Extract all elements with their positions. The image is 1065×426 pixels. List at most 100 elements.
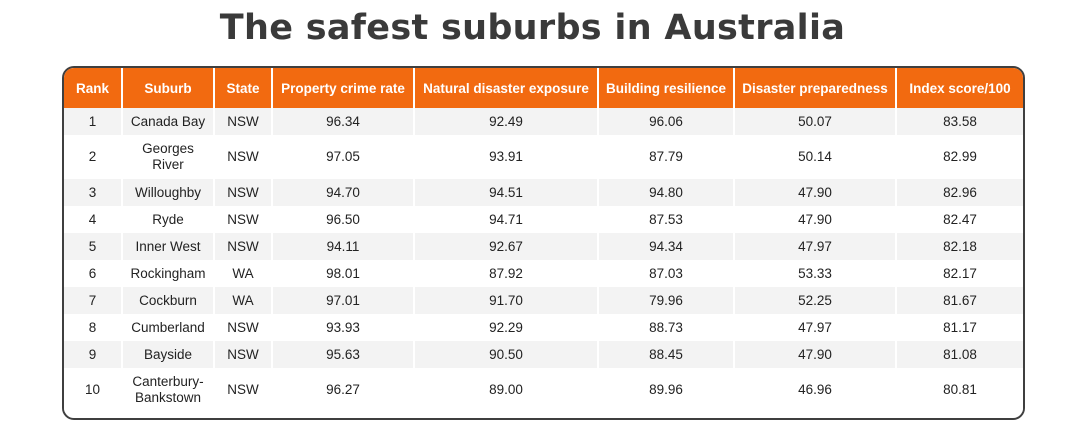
cell-property-crime-rate: 97.01	[271, 287, 414, 314]
cell-disaster-preparedness: 47.97	[733, 314, 896, 341]
cell-rank: 2	[64, 135, 122, 179]
cell-index-score: 81.08	[895, 341, 1023, 368]
cell-rank: 4	[64, 206, 122, 233]
cell-index-score: 81.17	[895, 314, 1023, 341]
table-row: 6 Rockingham WA 98.01 87.92 87.03 53.33 82.17	[64, 260, 1023, 287]
cell-suburb: Inner West	[121, 233, 214, 260]
cell-disaster-preparedness: 50.07	[733, 108, 896, 135]
cell-disaster-preparedness: 47.90	[733, 179, 896, 206]
cell-natural-disaster-exposure: 91.70	[413, 287, 598, 314]
column-header-natural-disaster-exposure: Natural disaster exposure	[413, 68, 598, 108]
cell-rank: 3	[64, 179, 122, 206]
cell-property-crime-rate: 95.63	[271, 341, 414, 368]
cell-state: NSW	[213, 368, 272, 412]
cell-rank: 9	[64, 341, 122, 368]
cell-rank: 5	[64, 233, 122, 260]
cell-property-crime-rate: 94.11	[271, 233, 414, 260]
cell-property-crime-rate: 96.27	[271, 368, 414, 412]
cell-building-resilience: 87.03	[597, 260, 734, 287]
cell-property-crime-rate: 93.93	[271, 314, 414, 341]
column-header-property-crime-rate: Property crime rate	[271, 68, 414, 108]
cell-building-resilience: 94.80	[597, 179, 734, 206]
table-card: Rank Suburb State Property crime rate Natura…	[62, 66, 1025, 420]
cell-natural-disaster-exposure: 92.49	[413, 108, 598, 135]
cell-disaster-preparedness: 52.25	[733, 287, 896, 314]
cell-suburb: Canada Bay	[121, 108, 214, 135]
cell-rank: 6	[64, 260, 122, 287]
cell-building-resilience: 79.96	[597, 287, 734, 314]
table-row: 8 Cumberland NSW 93.93 92.29 88.73 47.97 81.17	[64, 314, 1023, 341]
cell-building-resilience: 89.96	[597, 368, 734, 412]
cell-building-resilience: 88.73	[597, 314, 734, 341]
cell-property-crime-rate: 97.05	[271, 135, 414, 179]
cell-disaster-preparedness: 47.90	[733, 206, 896, 233]
cell-suburb: Ryde	[121, 206, 214, 233]
page-title: The safest suburbs in Australia	[219, 8, 846, 48]
table-header-row: Rank Suburb State Property crime rate Natura…	[64, 68, 1023, 108]
cell-natural-disaster-exposure: 92.67	[413, 233, 598, 260]
cell-state: NSW	[213, 206, 272, 233]
cell-disaster-preparedness: 47.97	[733, 233, 896, 260]
cell-state: WA	[213, 287, 272, 314]
cell-natural-disaster-exposure: 92.29	[413, 314, 598, 341]
table-row: 7 Cockburn WA 97.01 91.70 79.96 52.25 81.67	[64, 287, 1023, 314]
cell-index-score: 80.81	[895, 368, 1023, 412]
table-row: 1 Canada Bay NSW 96.34 92.49 96.06 50.07 83.58	[64, 108, 1023, 135]
cell-rank: 10	[64, 368, 122, 412]
cell-state: NSW	[213, 314, 272, 341]
cell-suburb: Canterbury-Bankstown	[121, 368, 214, 412]
column-header-state: State	[213, 68, 272, 108]
cell-property-crime-rate: 94.70	[271, 179, 414, 206]
cell-suburb: Cumberland	[121, 314, 214, 341]
cell-suburb: Willoughby	[121, 179, 214, 206]
cell-index-score: 82.96	[895, 179, 1023, 206]
cell-state: NSW	[213, 341, 272, 368]
column-header-index-score: Index score/100	[895, 68, 1023, 108]
cell-property-crime-rate: 96.50	[271, 206, 414, 233]
table-row: 3 Willoughby NSW 94.70 94.51 94.80 47.90 82.96	[64, 179, 1023, 206]
cell-index-score: 82.99	[895, 135, 1023, 179]
cell-state: NSW	[213, 108, 272, 135]
cell-suburb: Cockburn	[121, 287, 214, 314]
column-header-suburb: Suburb	[121, 68, 214, 108]
column-header-rank: Rank	[64, 68, 122, 108]
cell-rank: 1	[64, 108, 122, 135]
cell-suburb: Bayside	[121, 341, 214, 368]
table-body: 1 Canada Bay NSW 96.34 92.49 96.06 50.07 83.58 2…	[64, 108, 1023, 412]
data-table: Rank Suburb State Property crime rate Natura…	[64, 68, 1023, 412]
cell-index-score: 81.67	[895, 287, 1023, 314]
cell-state: NSW	[213, 135, 272, 179]
cell-natural-disaster-exposure: 94.51	[413, 179, 598, 206]
cell-building-resilience: 87.53	[597, 206, 734, 233]
cell-building-resilience: 88.45	[597, 341, 734, 368]
cell-index-score: 82.18	[895, 233, 1023, 260]
cell-index-score: 82.47	[895, 206, 1023, 233]
cell-disaster-preparedness: 53.33	[733, 260, 896, 287]
cell-rank: 8	[64, 314, 122, 341]
cell-state: NSW	[213, 179, 272, 206]
cell-suburb: Rockingham	[121, 260, 214, 287]
column-header-disaster-preparedness: Disaster preparedness	[733, 68, 896, 108]
table-row: 10 Canterbury-Bankstown NSW 96.27 89.00 89.96…	[64, 368, 1023, 412]
cell-natural-disaster-exposure: 93.91	[413, 135, 598, 179]
cell-building-resilience: 87.79	[597, 135, 734, 179]
cell-disaster-preparedness: 50.14	[733, 135, 896, 179]
cell-disaster-preparedness: 47.90	[733, 341, 896, 368]
cell-suburb: Georges River	[121, 135, 214, 179]
cell-state: WA	[213, 260, 272, 287]
table-row: 2 Georges River NSW 97.05 93.91 87.79 50.14 82.…	[64, 135, 1023, 179]
cell-disaster-preparedness: 46.96	[733, 368, 896, 412]
table-row: 5 Inner West NSW 94.11 92.67 94.34 47.97 82.18	[64, 233, 1023, 260]
cell-index-score: 83.58	[895, 108, 1023, 135]
cell-rank: 7	[64, 287, 122, 314]
cell-building-resilience: 94.34	[597, 233, 734, 260]
cell-natural-disaster-exposure: 89.00	[413, 368, 598, 412]
cell-property-crime-rate: 96.34	[271, 108, 414, 135]
cell-index-score: 82.17	[895, 260, 1023, 287]
table-row: 4 Ryde NSW 96.50 94.71 87.53 47.90 82.47	[64, 206, 1023, 233]
cell-natural-disaster-exposure: 90.50	[413, 341, 598, 368]
cell-property-crime-rate: 98.01	[271, 260, 414, 287]
cell-state: NSW	[213, 233, 272, 260]
cell-natural-disaster-exposure: 94.71	[413, 206, 598, 233]
column-header-building-resilience: Building resilience	[597, 68, 734, 108]
